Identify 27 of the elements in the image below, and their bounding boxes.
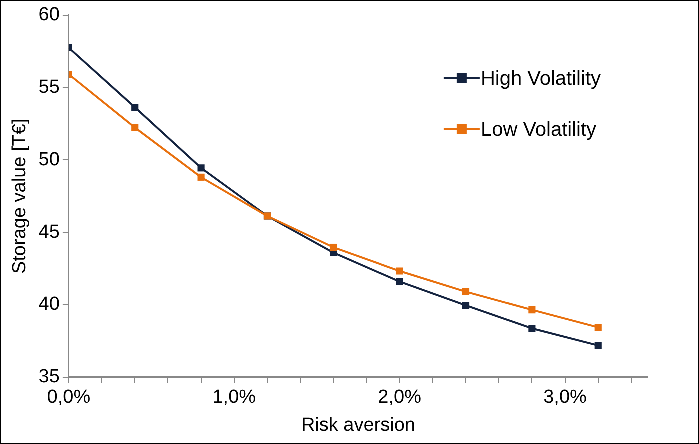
x-axis-title: Risk aversion: [301, 414, 416, 436]
point: [198, 164, 205, 172]
point: [594, 324, 602, 332]
y-tick-label: 40: [38, 294, 60, 316]
point: [132, 124, 139, 132]
point: [198, 174, 205, 181]
legend-label: High Volatility: [480, 68, 602, 90]
y-tick-label: 45: [38, 222, 60, 243]
point: [330, 244, 338, 252]
point: [396, 278, 404, 286]
y-tick-label: 55: [38, 77, 60, 98]
point: [396, 268, 404, 275]
y-axis-title: Storage value [T€]: [10, 118, 31, 274]
y-tick-label: 60: [38, 4, 60, 26]
y-tick-label: 35: [38, 366, 60, 388]
point: [462, 288, 470, 296]
point: [594, 342, 602, 350]
point: [528, 325, 536, 332]
point: [528, 306, 536, 314]
point: [132, 104, 139, 112]
x-tick-label: 1,0%: [212, 387, 256, 408]
x-tick-label: 0,0%: [47, 387, 91, 408]
point: [462, 302, 470, 310]
x-tick-label: 3,0%: [544, 387, 588, 408]
x-tick-label: 2,0%: [378, 387, 422, 408]
legend-label: Low Volatility: [480, 118, 597, 141]
y-tick-label: 50: [38, 149, 60, 170]
